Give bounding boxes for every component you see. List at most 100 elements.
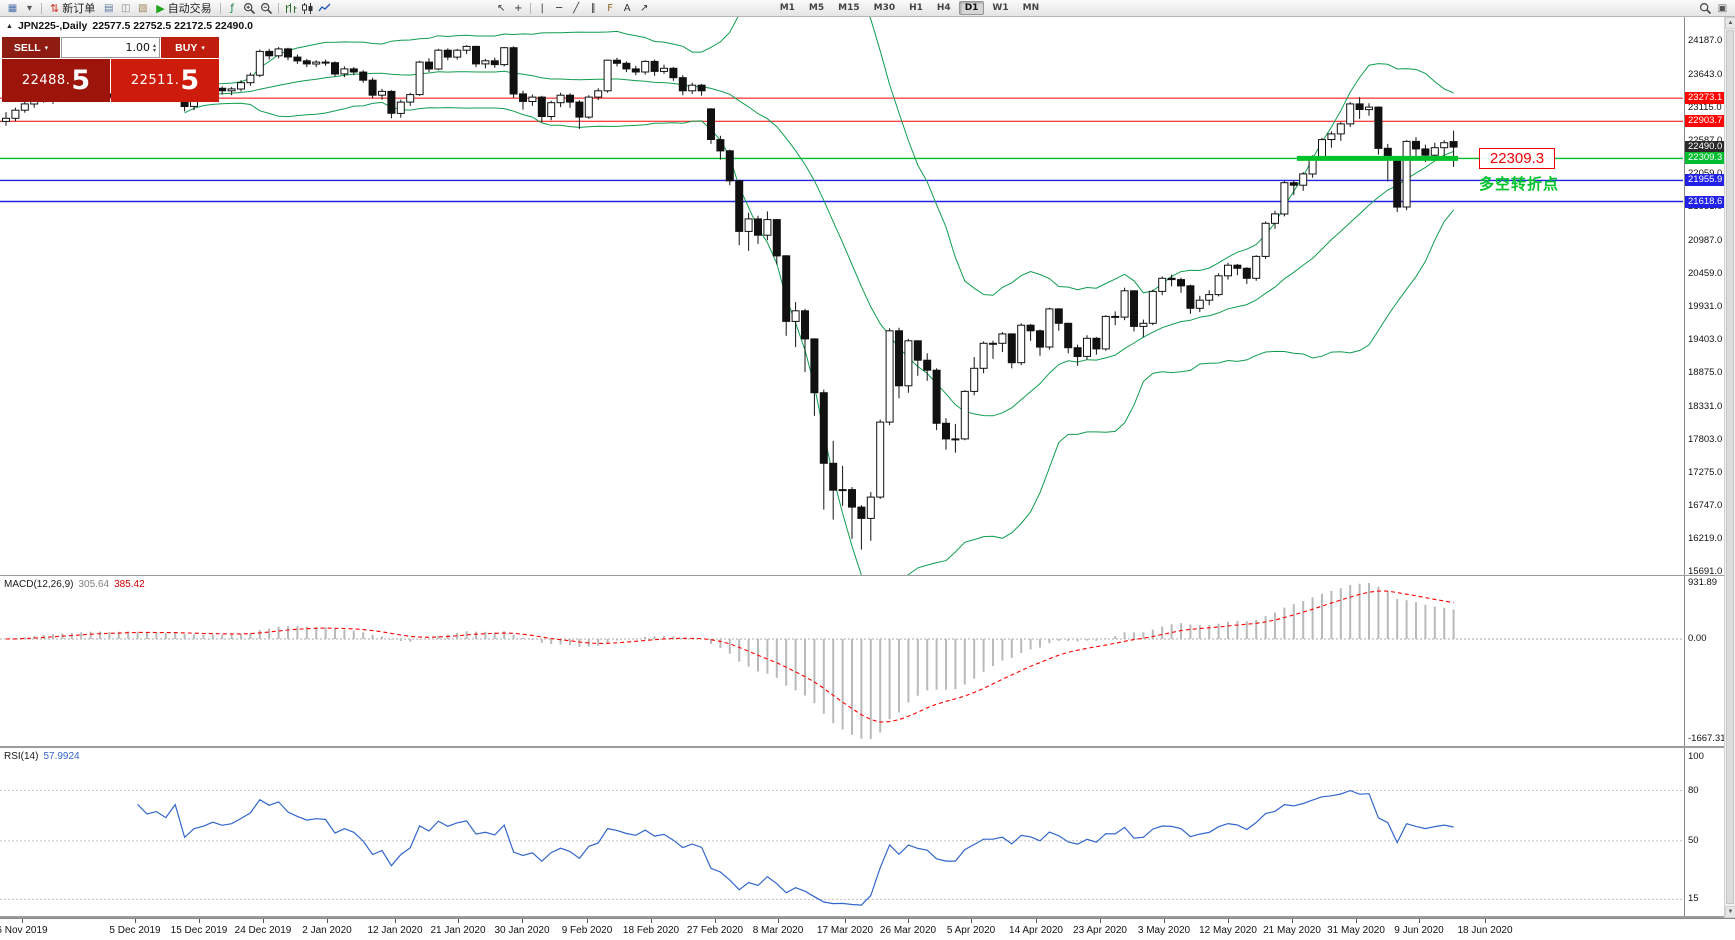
- price-axis[interactable]: 24187.023643.023115.022587.022059.021531…: [1684, 17, 1726, 918]
- scroll-up-icon[interactable]: ▲: [1725, 17, 1735, 29]
- autotrading-button[interactable]: ▶ 自动交易: [151, 1, 216, 16]
- new-chart-icon[interactable]: ▦: [4, 1, 21, 16]
- profiles-dropdown-icon: ▾: [26, 2, 33, 14]
- sell-button-label: SELL: [13, 41, 41, 54]
- windows-icon[interactable]: ▣: [1717, 2, 1728, 14]
- text-label-icon[interactable]: A: [619, 1, 636, 16]
- crosshair-icon[interactable]: +: [510, 1, 527, 16]
- buy-button-label: BUY: [175, 41, 198, 54]
- chart-title: ▲ JPN225-,Daily 22577.5 22752.5 22172.5 …: [6, 20, 253, 32]
- scroll-down-icon[interactable]: ▼: [1725, 906, 1735, 918]
- time-axis-label: 26 Mar 2020: [879, 925, 937, 936]
- arrow-tools-icon[interactable]: ↗: [636, 1, 653, 16]
- timeframe-h4[interactable]: H4: [936, 3, 951, 13]
- panel-divider[interactable]: [0, 575, 1735, 576]
- time-axis-tick: [908, 919, 909, 923]
- volume-increase-icon[interactable]: ▴: [152, 41, 156, 49]
- vertical-line-icon[interactable]: |: [534, 1, 551, 16]
- time-axis-tick: [1164, 919, 1165, 923]
- time-axis-tick: [1100, 919, 1101, 923]
- horizontal-line-icon[interactable]: ─: [551, 1, 568, 16]
- autotrading-button-label: 自动交易: [167, 2, 212, 15]
- channel-icon[interactable]: ∥: [585, 1, 602, 16]
- time-axis-label: 6 Nov 2019: [0, 925, 48, 936]
- price-scale-label: 16747.0: [1688, 500, 1723, 511]
- toolbar-separator: [529, 2, 531, 14]
- trendline-icon[interactable]: ╱: [568, 1, 585, 16]
- timeframe-w1[interactable]: W1: [992, 3, 1009, 13]
- scrollbar-thumb[interactable]: [1726, 30, 1734, 904]
- horizontal-line-icon: ─: [556, 2, 563, 14]
- price-scale-label: 19931.0: [1688, 301, 1723, 312]
- sell-button[interactable]: SELL ▾: [2, 37, 60, 58]
- price-level-label: 21955.9: [1685, 174, 1725, 187]
- time-axis-label: 5 Apr 2020: [946, 925, 996, 936]
- volume-input[interactable]: 1.00 ▴ ▾: [61, 37, 160, 58]
- volume-decrease-icon[interactable]: ▾: [152, 46, 156, 54]
- time-axis-label: 9 Feb 2020: [561, 925, 613, 936]
- time-axis-tick: [971, 919, 972, 923]
- time-axis-tick: [199, 919, 200, 923]
- time-axis-tick: [1485, 919, 1486, 923]
- new-order-button-label: 新订单: [62, 2, 96, 15]
- price-level-label: 22309.3: [1685, 152, 1725, 165]
- timeframe-h1[interactable]: H1: [909, 3, 923, 13]
- timeframe-m30[interactable]: M30: [873, 3, 896, 13]
- buy-price[interactable]: 22511. 5: [111, 59, 219, 102]
- time-axis-label: 14 Apr 2020: [1009, 925, 1063, 936]
- panel-divider[interactable]: [0, 916, 1735, 918]
- cursor-icon[interactable]: ↖: [493, 1, 510, 16]
- timeframe-d1[interactable]: D1: [958, 1, 985, 15]
- buy-dropdown-icon[interactable]: ▾: [201, 44, 205, 52]
- time-axis-label: 12 Jan 2020: [367, 925, 423, 936]
- toolbar-separator: [219, 2, 221, 14]
- navigator-icon[interactable]: ▧: [134, 1, 151, 16]
- time-axis-tick: [1292, 919, 1293, 923]
- price-chart-canvas[interactable]: [0, 0, 1683, 598]
- time-axis-label: 5 Dec 2019: [109, 925, 161, 936]
- buy-button[interactable]: BUY ▾: [161, 37, 219, 58]
- timeframe-m5[interactable]: M5: [808, 3, 825, 13]
- indicators-icon[interactable]: ƒ: [224, 1, 241, 16]
- rsi-indicator-canvas[interactable]: [0, 748, 1683, 921]
- sell-dropdown-icon[interactable]: ▾: [44, 44, 49, 52]
- macd-main-value: 305.64: [78, 579, 110, 590]
- timeframe-m15[interactable]: M15: [838, 3, 860, 13]
- time-axis[interactable]: 6 Nov 2019 5 Dec 2019 15 Dec 2019 24 Dec 20…: [0, 918, 1735, 940]
- candle-chart-icon[interactable]: [299, 1, 316, 16]
- one-click-trading-panel: SELL ▾ 1.00 ▴ ▾ BUY ▾ 22488. 5 22511. 5: [2, 37, 219, 103]
- macd-indicator-canvas[interactable]: [0, 576, 1683, 751]
- toolbar-separator: [41, 2, 42, 14]
- timeframe-mn[interactable]: MN: [1022, 3, 1040, 13]
- vertical-line-icon: |: [540, 2, 544, 14]
- time-axis-label: 8 Mar 2020: [752, 925, 804, 936]
- text-label-icon: A: [623, 2, 631, 14]
- zoom-out-icon[interactable]: [258, 1, 275, 16]
- market-watch-icon: ▤: [103, 2, 114, 14]
- search-icon[interactable]: [1697, 1, 1714, 16]
- data-window-icon[interactable]: ◫: [117, 1, 134, 16]
- market-watch-icon[interactable]: ▤: [100, 1, 117, 16]
- price-level-label: 22903.7: [1685, 115, 1725, 128]
- price-level-callout[interactable]: 22309.3: [1479, 148, 1555, 169]
- timeframe-m1[interactable]: M1: [779, 3, 795, 13]
- sell-price[interactable]: 22488. 5: [2, 59, 110, 102]
- rsi-scale-label: 80: [1688, 784, 1699, 796]
- one-click-toggle-icon[interactable]: ▲: [6, 22, 13, 30]
- sell-price-pip: 5: [71, 65, 91, 96]
- new-order-button[interactable]: ⇅ 新订单: [45, 1, 100, 16]
- zoom-in-icon[interactable]: [241, 1, 258, 16]
- vertical-scrollbar[interactable]: ▲ ▼: [1724, 17, 1735, 918]
- fibonacci-icon[interactable]: F: [602, 1, 619, 16]
- trendline-icon: ╱: [573, 2, 580, 14]
- volume-spinner[interactable]: ▴ ▾: [152, 41, 156, 54]
- time-axis-label: 3 May 2020: [1137, 925, 1191, 936]
- panel-divider[interactable]: [0, 746, 1735, 748]
- price-scale-label: 19403.0: [1688, 334, 1723, 345]
- profiles-dropdown-icon[interactable]: ▾: [21, 1, 38, 16]
- price-scale-label: 20459.0: [1688, 268, 1723, 279]
- line-chart-icon[interactable]: [316, 1, 333, 16]
- bar-chart-icon[interactable]: [282, 1, 299, 16]
- time-axis-tick: [263, 919, 264, 923]
- time-axis-tick: [845, 919, 846, 923]
